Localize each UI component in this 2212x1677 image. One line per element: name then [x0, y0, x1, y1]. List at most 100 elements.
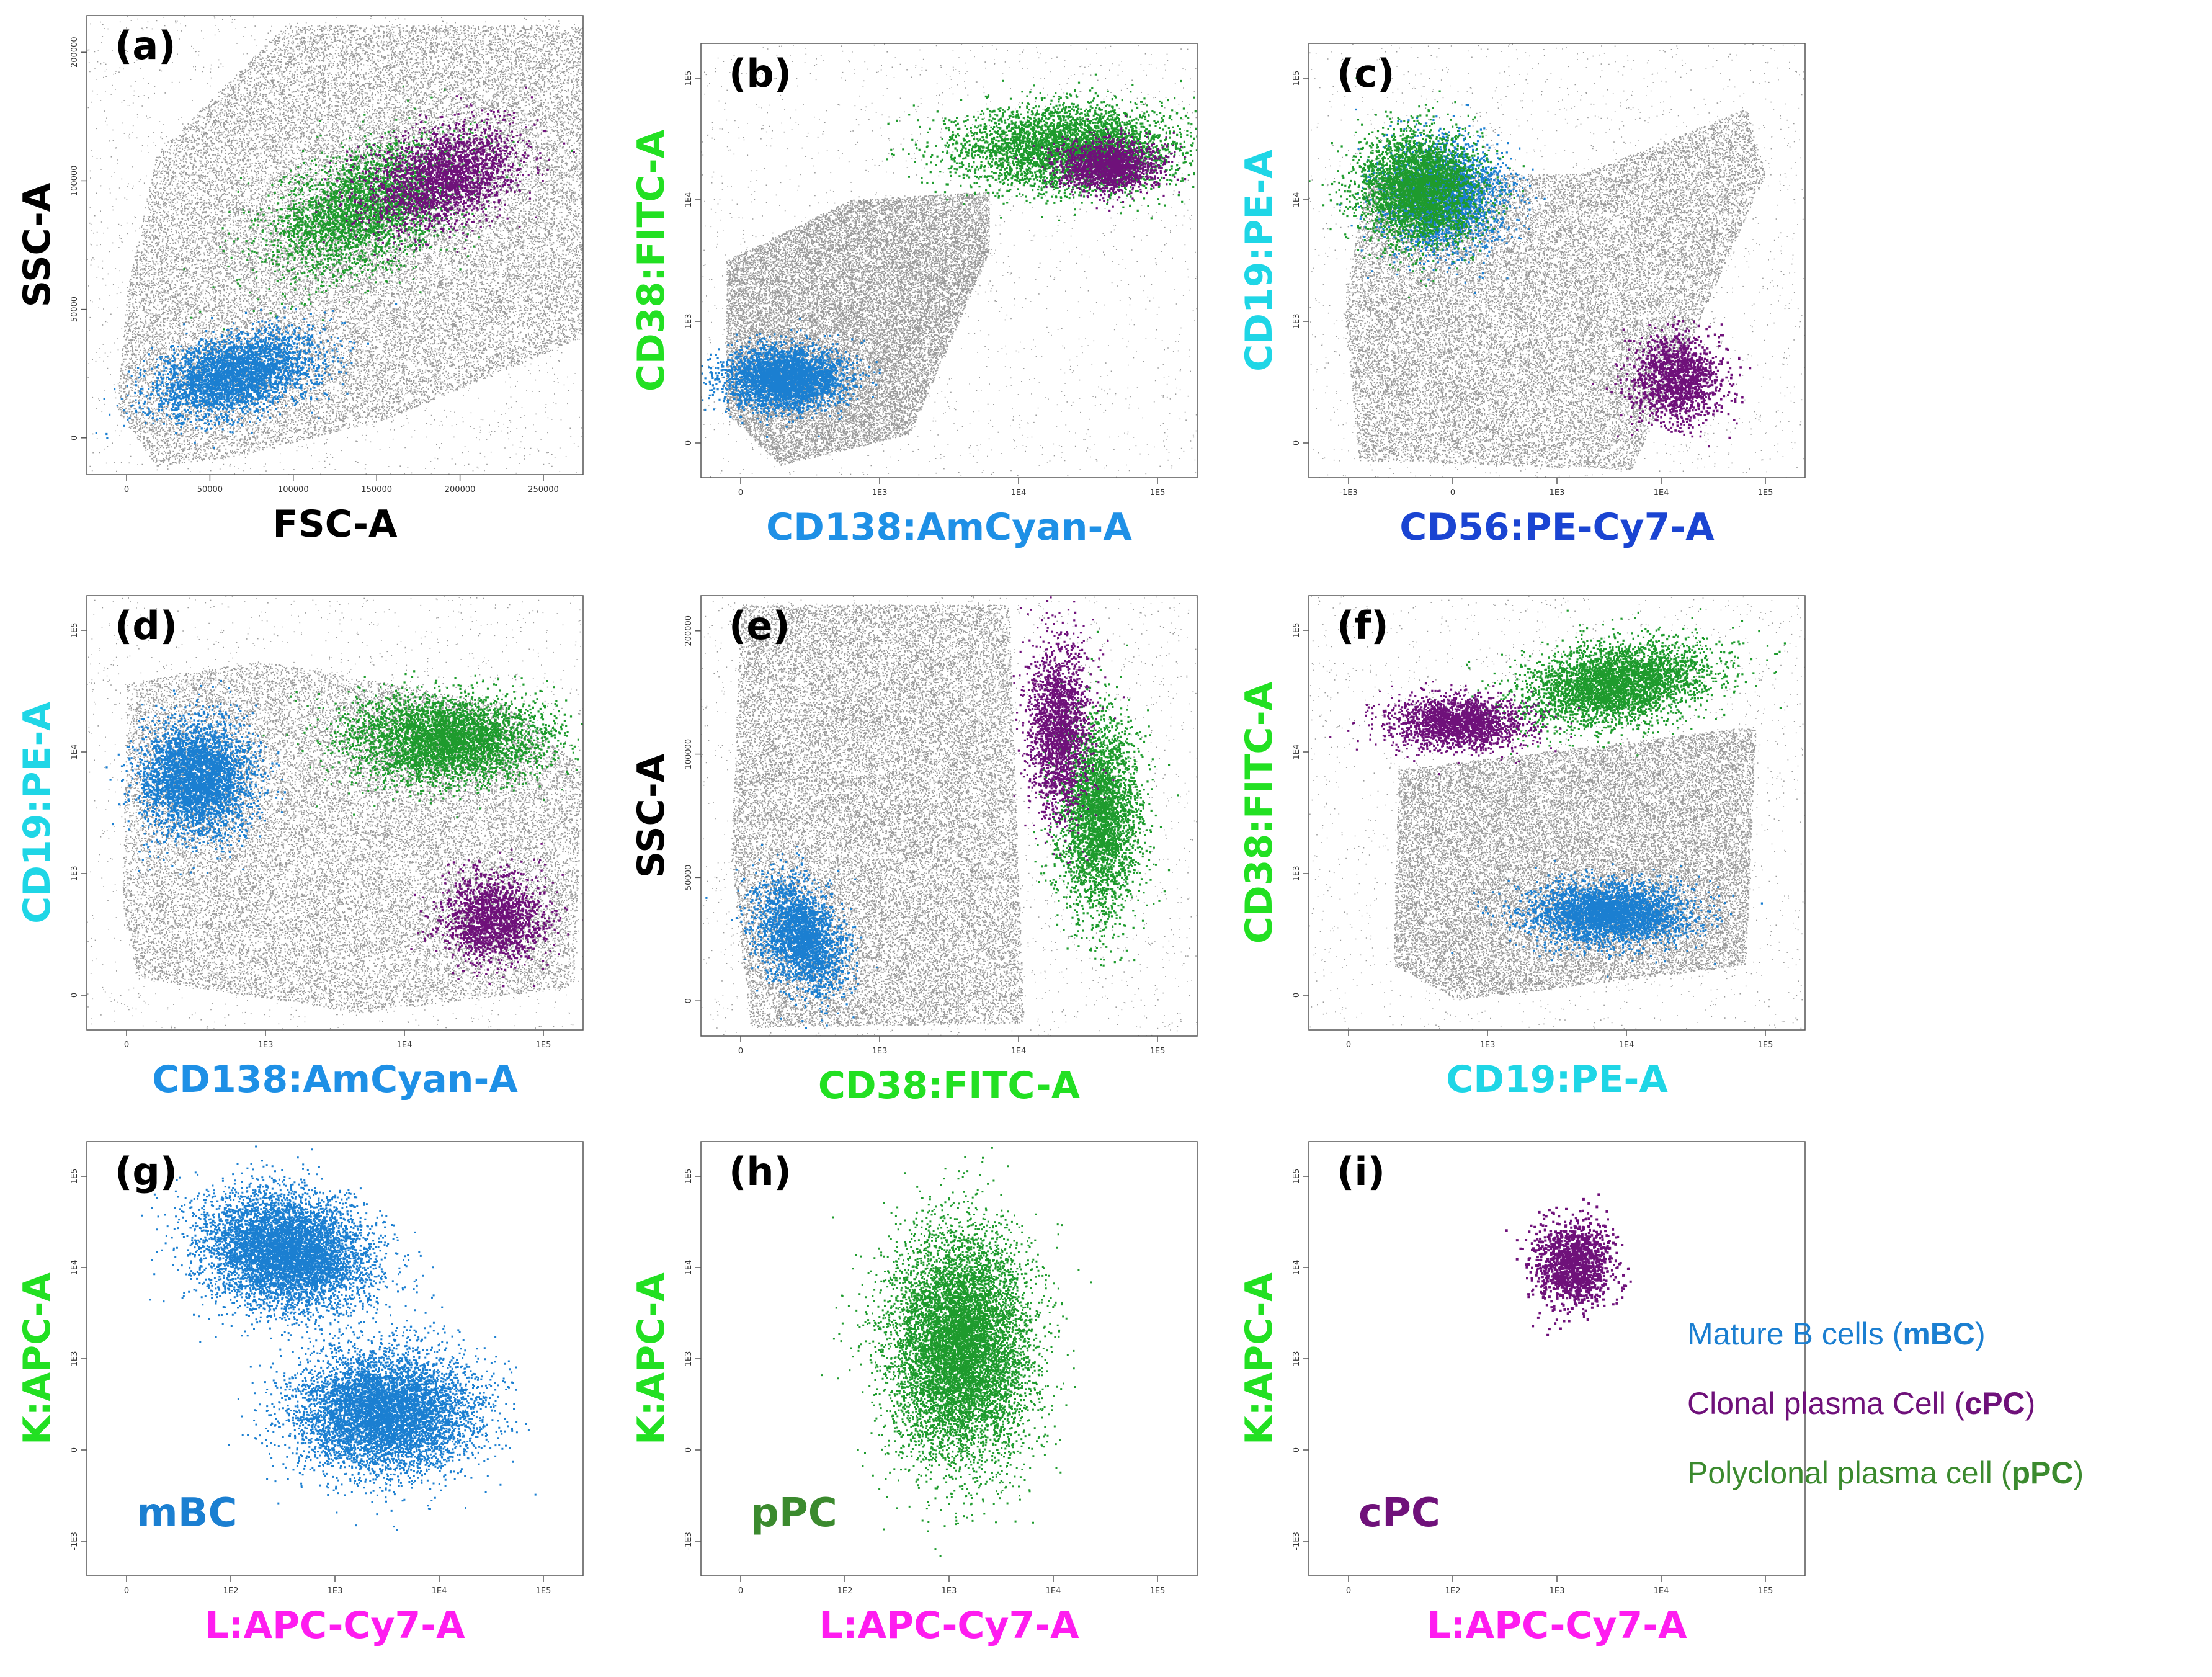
scatter-points-other-0	[1309, 44, 1806, 479]
y-tick-label: 1E5	[684, 1169, 693, 1184]
legend-ppc-abbr: pPC	[2011, 1456, 2073, 1490]
y-tick-label: 0	[70, 993, 79, 998]
legend-item-ppc: Polyclonal plasma cell (pPC)	[1687, 1457, 2208, 1488]
y-tick-label: 1E4	[684, 1260, 693, 1276]
panel-title: (c)	[1337, 51, 1394, 96]
y-tick-label: 1E5	[1292, 623, 1301, 638]
y-tick-label: 50000	[684, 865, 693, 890]
x-tick-label: 50000	[197, 485, 223, 494]
x-tick-label: 1E3	[1550, 1586, 1565, 1596]
x-axis-label: FSC-A	[273, 503, 398, 546]
y-tick-label: 0	[70, 436, 79, 440]
x-tick-label: 1E5	[1150, 1047, 1166, 1056]
legend-mbc-post: )	[1975, 1317, 1986, 1351]
x-tick-label: 1E3	[1550, 488, 1565, 498]
x-tick-label: 1E4	[1011, 1047, 1027, 1056]
y-tick-label: 0	[1292, 1447, 1301, 1452]
y-tick-label: 200000	[684, 615, 693, 646]
data-points	[1308, 44, 1806, 479]
y-tick-label: 1E3	[70, 866, 79, 882]
legend-item-mbc: Mature B cells (mBC)	[1687, 1318, 2208, 1349]
y-tick-label: -1E3	[1292, 1532, 1301, 1550]
panel-title: (f)	[1337, 603, 1389, 648]
x-tick-label: 1E5	[1150, 1586, 1166, 1596]
x-tick-label: 0	[738, 488, 743, 498]
x-tick-label: 100000	[278, 485, 309, 494]
y-axis-label: CD19:PE-A	[16, 702, 59, 924]
data-points	[680, 43, 1261, 478]
x-axis-label: CD138:AmCyan-A	[152, 1058, 518, 1101]
y-tick-label: 1E3	[1292, 314, 1301, 329]
y-tick-label: 1E3	[1292, 866, 1301, 882]
x-tick-label: 1E4	[397, 1040, 413, 1050]
panel-title: (d)	[115, 603, 177, 648]
legend-ppc-post: )	[2073, 1456, 2084, 1490]
y-tick-label: 1E5	[1292, 71, 1301, 86]
x-tick-label: 1E3	[872, 1047, 888, 1056]
y-tick-label: 1E5	[684, 71, 693, 86]
x-tick-label: 1E2	[837, 1586, 853, 1596]
y-tick-label: 0	[1292, 440, 1301, 445]
y-tick-label: 1E5	[70, 1169, 79, 1184]
y-tick-label: 1E3	[70, 1351, 79, 1367]
x-tick-label: 200000	[445, 485, 476, 494]
x-tick-label: 1E3	[1480, 1040, 1496, 1050]
x-tick-label: 1E5	[536, 1586, 551, 1596]
y-axis-label: K:APC-A	[630, 1272, 673, 1445]
x-tick-label: 1E5	[1150, 488, 1166, 498]
x-axis-label: CD38:FITC-A	[818, 1064, 1081, 1107]
x-tick-label: 0	[1346, 1586, 1351, 1596]
legend-cpc-post: )	[2025, 1386, 2036, 1421]
scatter-points-mBC-0	[141, 1146, 435, 1354]
x-tick-label: 1E3	[328, 1586, 343, 1596]
x-tick-label: 1E4	[1046, 1586, 1061, 1596]
x-tick-label: 0	[124, 1040, 129, 1050]
x-tick-label: 1E4	[1654, 488, 1669, 498]
y-tick-label: 0	[70, 1447, 79, 1452]
panel-title: (i)	[1337, 1149, 1385, 1194]
y-axis-label: K:APC-A	[1238, 1272, 1281, 1445]
panel-title: (g)	[115, 1149, 177, 1194]
legend-ppc-pre: Polyclonal plasma cell (	[1687, 1456, 2011, 1490]
x-tick-label: 1E4	[432, 1586, 447, 1596]
legend-mbc-pre: Mature B cells (	[1687, 1317, 1902, 1351]
x-tick-label: 1E2	[223, 1586, 239, 1596]
x-tick-label: 1E5	[1758, 488, 1773, 498]
population-label: cPC	[1358, 1490, 1440, 1536]
x-tick-label: 1E5	[1758, 1586, 1773, 1596]
x-axis-label: L:APC-Cy7-A	[819, 1604, 1079, 1647]
y-axis-label: CD19:PE-A	[1238, 150, 1281, 372]
y-tick-label: -1E3	[684, 1532, 693, 1550]
y-tick-label: 100000	[684, 739, 693, 770]
y-tick-label: 0	[684, 440, 693, 445]
scatter-points-mBC-1	[228, 1301, 537, 1531]
plot-frame	[87, 596, 583, 1030]
y-tick-label: 1E3	[684, 1351, 693, 1367]
y-tick-label: 1E4	[1292, 745, 1301, 760]
y-axis-label: K:APC-A	[16, 1272, 59, 1445]
x-tick-label: 0	[124, 1586, 129, 1596]
y-tick-label: 1E5	[1292, 1169, 1301, 1184]
panel-title: (a)	[115, 23, 176, 68]
data-points	[1505, 1193, 1632, 1336]
x-tick-label: 1E4	[1654, 1586, 1669, 1596]
x-tick-label: 0	[1346, 1040, 1351, 1050]
y-tick-label: 0	[684, 998, 693, 1003]
x-tick-label: 1E5	[1758, 1040, 1773, 1050]
y-tick-label: 1E4	[684, 192, 693, 208]
y-tick-label: 1E5	[70, 623, 79, 638]
data-points	[87, 596, 639, 1030]
y-tick-label: 200000	[70, 37, 79, 68]
population-pPC	[821, 1125, 1092, 1557]
y-axis-label: CD38:FITC-A	[1238, 681, 1281, 944]
y-tick-label: 1E4	[70, 745, 79, 760]
x-axis-label: L:APC-Cy7-A	[205, 1604, 465, 1647]
population-cPC	[1505, 1193, 1632, 1336]
x-tick-label: 0	[738, 1586, 743, 1596]
y-tick-label: 1E4	[1292, 192, 1301, 208]
population-other	[87, 596, 584, 1030]
